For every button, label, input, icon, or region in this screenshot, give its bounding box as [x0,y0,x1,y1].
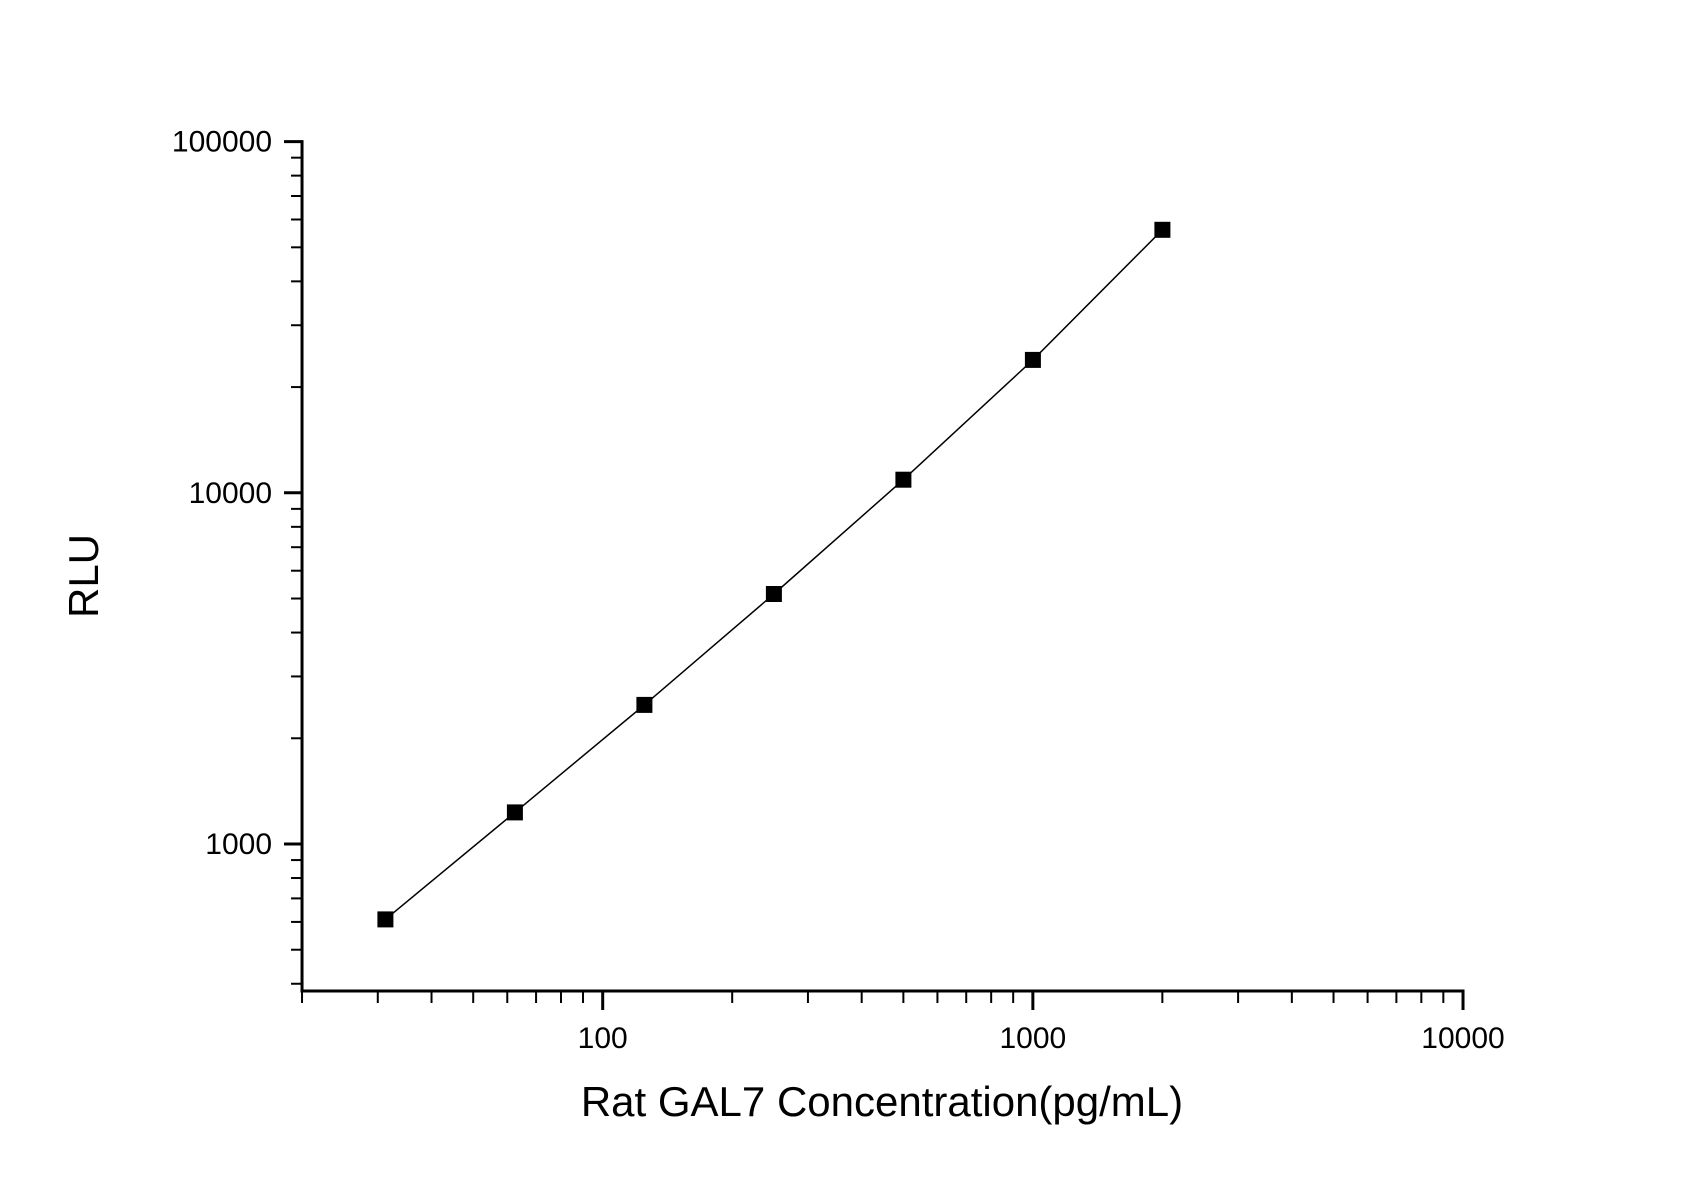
data-point-marker [377,911,394,928]
ticks-layer [284,140,1465,1010]
x-tick-label: 100 [578,1022,628,1055]
x-tick-label: 1000 [999,1022,1066,1055]
x-tick-label: 10000 [1421,1022,1504,1055]
y-tick-label: 1000 [205,828,272,861]
y-tick-label: 10000 [189,477,272,510]
y-tick-label: 100000 [172,126,272,159]
data-point-marker [765,586,782,602]
x-axis-title: Rat GAL7 Concentration(pg/mL) [581,1078,1183,1125]
data-point-marker [1024,351,1041,368]
tick-labels-layer: 100 1000 10000 1000 10000 100000 [172,126,1505,1055]
data-point-marker [895,471,912,488]
axes-layer [300,140,1465,993]
data-point-marker [636,696,653,713]
series-line [384,229,1163,920]
data-point-marker [506,804,523,821]
data-point-marker [1154,221,1171,238]
series-layer [377,221,1171,928]
y-axis-title: RLU [60,534,107,618]
